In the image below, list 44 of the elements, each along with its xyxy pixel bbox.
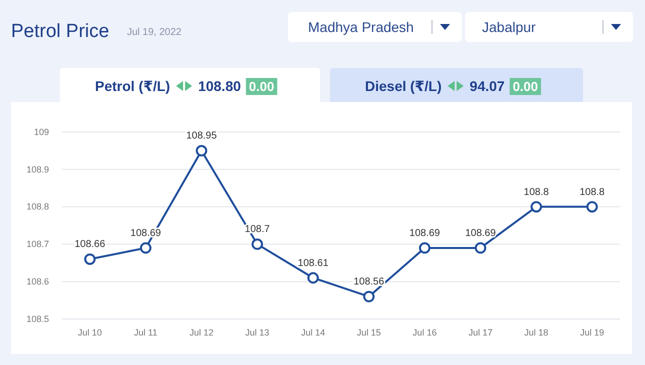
- x-tick-label: Jul 17: [468, 327, 493, 338]
- text: Diesel (₹/L): [365, 78, 442, 94]
- x-tick-label: Jul 14: [301, 327, 326, 338]
- data-label: 108.69: [465, 228, 496, 239]
- y-tick-label: 108.5: [26, 314, 49, 324]
- y-tick-label: 108.9: [26, 164, 49, 174]
- point: [84, 253, 96, 265]
- point: [140, 242, 152, 254]
- x-tick-label: Jul 16: [412, 327, 437, 338]
- chart-subtitle: Jul 19, 2022: [127, 27, 182, 38]
- text: 94.07: [470, 78, 505, 94]
- data-label: 108.95: [186, 130, 218, 142]
- change-badge: 0.00: [510, 78, 542, 95]
- point: [418, 242, 430, 254]
- x-tick-label: Jul 18: [524, 327, 548, 338]
- x-tick-label: Jul 19: [580, 327, 604, 338]
- y-tick-label: 109: [34, 126, 49, 137]
- x-tick-label: Jul 15: [356, 327, 381, 338]
- point: [530, 201, 542, 213]
- text: Petrol (₹/L): [95, 78, 170, 94]
- data-label: 108.66: [74, 239, 106, 250]
- point: [307, 272, 319, 284]
- data-label: 108.61: [298, 258, 329, 269]
- chart-title: Petrol Price: [11, 21, 110, 42]
- data-label: 108.8: [580, 186, 606, 198]
- change-badge: 0.00: [246, 78, 278, 95]
- y-tick-label: 108.6: [26, 276, 49, 286]
- point: [196, 144, 208, 156]
- x-tick-label: Jul 11: [134, 327, 158, 338]
- text: 108.80: [198, 78, 242, 94]
- point: [474, 242, 486, 254]
- x-tick-label: Jul 10: [78, 327, 102, 338]
- point: [586, 201, 598, 213]
- data-label: 108.8: [524, 186, 550, 198]
- dropdown-field: Jabalpur: [465, 12, 633, 42]
- data-label: 108.56: [354, 276, 385, 288]
- x-tick-label: Jul 12: [189, 327, 214, 338]
- dropdown-field: Madhya Pradesh: [288, 12, 462, 42]
- x-tick-label: Jul 13: [245, 327, 270, 338]
- point: [363, 290, 375, 302]
- point: [252, 238, 264, 250]
- y-tick-label: 108.7: [26, 239, 49, 250]
- data-label: 108.69: [409, 228, 440, 239]
- y-tick-label: 108.8: [26, 202, 49, 212]
